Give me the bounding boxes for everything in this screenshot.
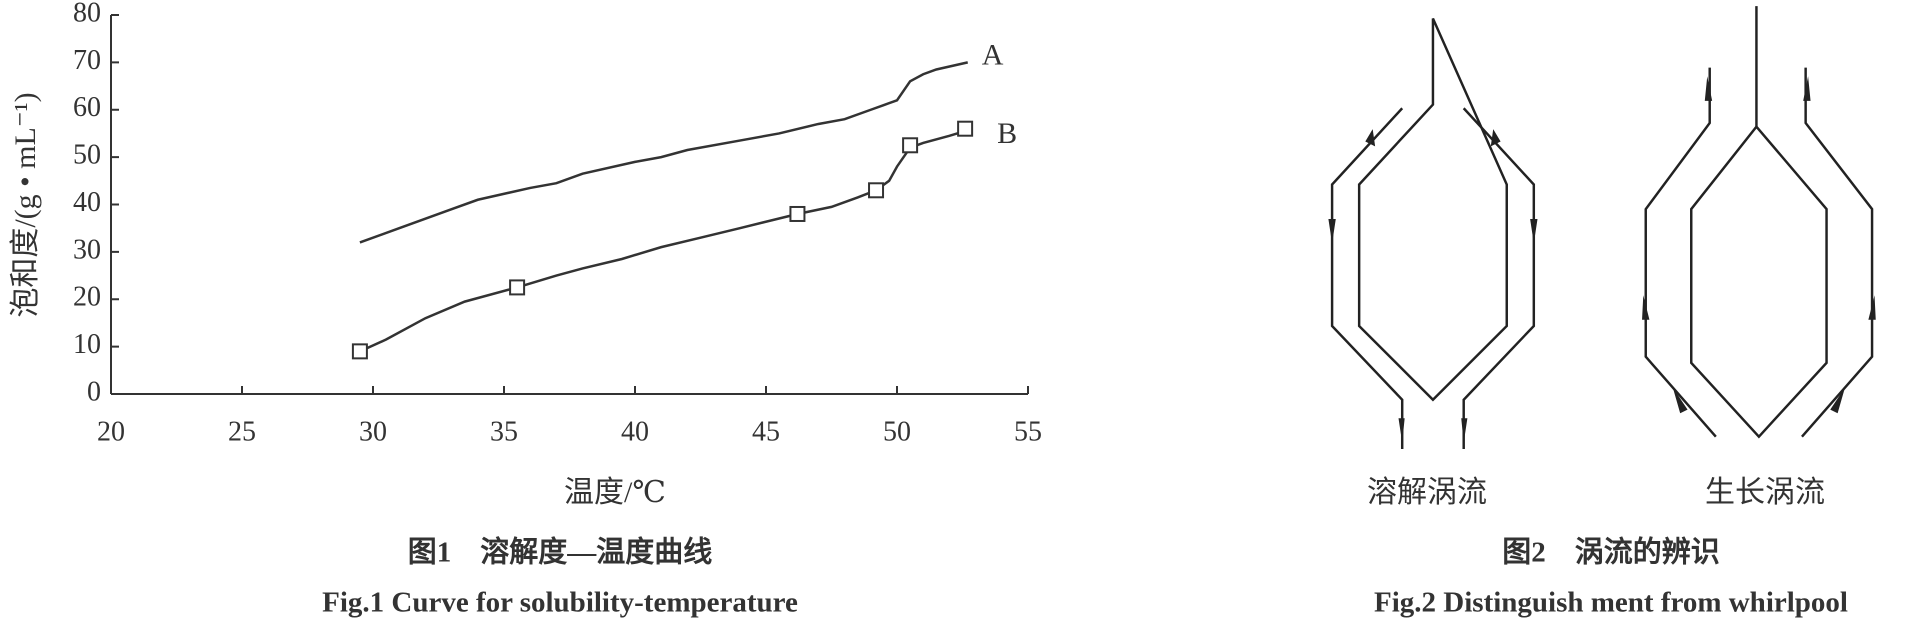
series-label: B xyxy=(997,117,1017,150)
x-tick-label: 25 xyxy=(228,416,256,447)
y-tick-label: 80 xyxy=(73,0,101,28)
eddy-diagram xyxy=(1328,6,1876,449)
x-tick-label: 20 xyxy=(97,416,125,447)
diagram-label: 溶解涡流 xyxy=(1367,476,1487,509)
y-tick-label: 40 xyxy=(73,187,101,218)
x-tick-label: 40 xyxy=(621,416,649,447)
marker xyxy=(509,279,526,296)
y-tick-label: 50 xyxy=(73,140,101,171)
marker xyxy=(868,182,885,199)
marker xyxy=(902,137,919,154)
marker xyxy=(957,120,974,137)
y-tick-label: 10 xyxy=(73,329,101,360)
y-tick-label: 0 xyxy=(87,376,101,407)
x-tick-label: 50 xyxy=(883,416,911,447)
line xyxy=(359,61,969,244)
x-tick-label: 55 xyxy=(1014,416,1042,447)
y-axis-label: 泡和度/(g • mL⁻¹) xyxy=(9,92,42,317)
series-label: A xyxy=(982,38,1004,71)
caption: 图1 溶解度—温度曲线 xyxy=(408,535,713,569)
y-tick-label: 60 xyxy=(73,92,101,123)
x-tick-label: 45 xyxy=(752,416,780,447)
x-axis-label: 温度/℃ xyxy=(564,476,666,509)
y-tick-label: 20 xyxy=(73,282,101,313)
marker xyxy=(789,205,806,222)
caption: Fig.2 Distinguish ment from whirlpool xyxy=(1374,587,1848,619)
x-tick-label: 30 xyxy=(359,416,387,447)
line xyxy=(359,129,966,353)
y-tick-label: 70 xyxy=(73,45,101,76)
y-tick-label: 30 xyxy=(73,234,101,265)
marker xyxy=(351,343,368,360)
diagram-label: 生长涡流 xyxy=(1705,476,1825,509)
x-tick-label: 35 xyxy=(490,416,518,447)
caption: Fig.1 Curve for solubility-temperature xyxy=(322,587,798,619)
caption: 图2 涡流的辨识 xyxy=(1502,535,1720,569)
